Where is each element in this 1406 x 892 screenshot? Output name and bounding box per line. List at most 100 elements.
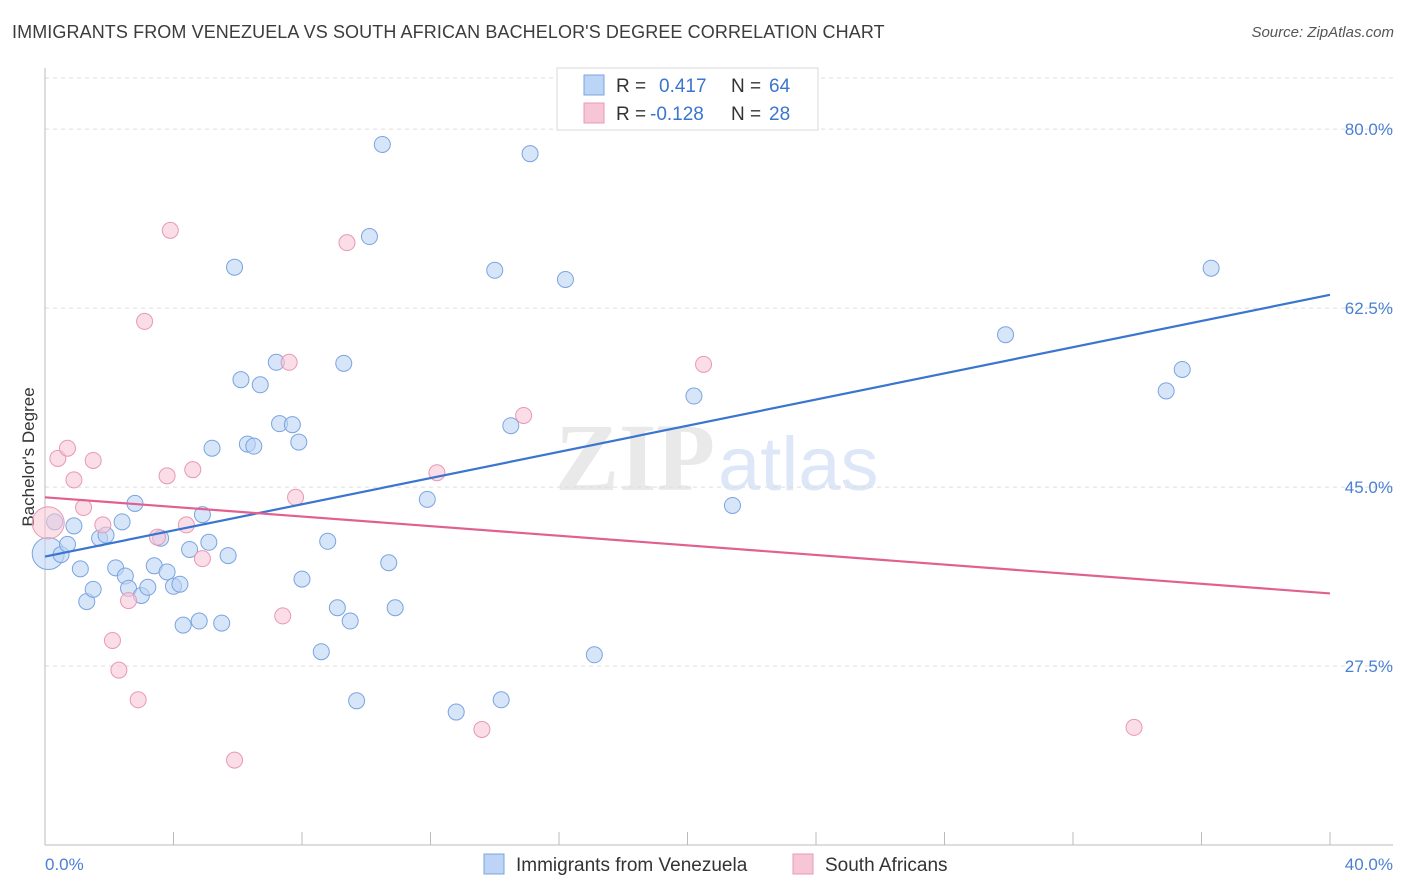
venezuela-point <box>193 506 211 524</box>
axes <box>44 68 1393 846</box>
y-tick-labels: 27.5% 45.0% 62.5% 80.0% <box>1345 120 1393 676</box>
south-africans-point <box>193 550 211 568</box>
venezuela-point <box>328 599 346 617</box>
south-africans-point <box>1125 718 1143 736</box>
venezuela-point <box>219 547 237 565</box>
south-africans-point <box>184 461 202 479</box>
south-africans-point <box>287 488 305 506</box>
south-africans-point <box>515 406 533 424</box>
venezuela-point <box>226 258 244 276</box>
south-africans-point <box>65 471 83 489</box>
bottom-legend-label-venezuela: Immigrants from Venezuela <box>516 855 748 876</box>
venezuela-point <box>556 270 574 288</box>
trend-lines <box>44 293 1331 595</box>
south-africans-point <box>110 661 128 679</box>
y-tick-label: 45.0% <box>1345 478 1393 497</box>
legend-n-label-1: N = <box>731 76 761 97</box>
venezuela-point <box>65 517 83 535</box>
legend-r-value-1: 0.417 <box>659 76 707 97</box>
venezuela-point <box>1202 259 1220 277</box>
venezuela-trend-line <box>44 293 1331 558</box>
south-africans-point <box>84 451 102 469</box>
venezuela-point <box>380 554 398 572</box>
venezuela-point <box>502 417 520 435</box>
legend-n-value-1: 64 <box>769 76 791 97</box>
y-tick-label: 27.5% <box>1345 657 1393 676</box>
south-africans-point <box>120 592 138 610</box>
bottom-legend-swatch-venezuela <box>483 853 505 875</box>
south-africans-point <box>136 312 154 330</box>
venezuela-point <box>373 135 391 153</box>
venezuela-point <box>319 532 337 550</box>
watermark-atlas: atlas <box>718 422 879 507</box>
venezuela-point <box>174 616 192 634</box>
venezuela-point <box>181 540 199 558</box>
south-africans-point <box>695 355 713 373</box>
venezuela-point <box>213 614 231 632</box>
venezuela-point <box>685 387 703 405</box>
legend-n-label-2: N = <box>731 104 761 125</box>
south-africans-point <box>473 720 491 738</box>
south-africans-trend-line <box>44 496 1331 595</box>
venezuela-point <box>348 692 366 710</box>
y-tick-label: 62.5% <box>1345 299 1393 318</box>
venezuela-point <box>283 416 301 434</box>
legend-r-value-2: -0.128 <box>650 104 704 125</box>
legend-swatch-pink <box>583 102 605 124</box>
venezuela-point <box>312 643 330 661</box>
venezuela-point <box>997 326 1015 344</box>
series-legend: Immigrants from Venezuela South Africans <box>483 853 948 876</box>
south-africans-point <box>58 439 76 457</box>
venezuela-point <box>521 145 539 163</box>
venezuela-point <box>447 703 465 721</box>
south-africans-point <box>94 516 112 534</box>
bottom-legend-label-south-africans: South Africans <box>825 855 948 876</box>
y-tick-label: 80.0% <box>1345 120 1393 139</box>
south-africans-point <box>161 221 179 239</box>
venezuela-point <box>290 433 308 451</box>
legend-swatch-blue <box>583 74 605 96</box>
venezuela-point <box>251 376 269 394</box>
legend-r-label-1: R = <box>616 76 646 97</box>
south-africans-point <box>177 516 195 534</box>
south-africans-point <box>129 691 147 709</box>
venezuela-point <box>190 612 208 630</box>
venezuela-point <box>386 599 404 617</box>
series-south-africans-points <box>31 221 1143 769</box>
watermark: ZIP atlas <box>555 404 879 511</box>
south-africans-point <box>75 499 93 517</box>
venezuela-point <box>335 354 353 372</box>
correlation-legend: R = 0.417 N = 64 R = -0.128 N = 28 <box>556 67 819 131</box>
x-tick-labels: 0.0% 40.0% <box>45 855 1393 874</box>
bottom-legend-swatch-south-africans <box>792 853 814 875</box>
venezuela-point <box>232 371 250 389</box>
venezuela-point <box>84 580 102 598</box>
venezuela-point <box>360 228 378 246</box>
venezuela-point <box>139 578 157 596</box>
south-africans-point <box>274 607 292 625</box>
venezuela-point <box>723 496 741 514</box>
venezuela-point <box>585 646 603 664</box>
venezuela-point <box>158 563 176 581</box>
legend-r-label-2: R = <box>616 104 646 125</box>
venezuela-point <box>486 261 504 279</box>
source-label: Source: ZipAtlas.com <box>1251 24 1394 41</box>
gridlines <box>45 77 1393 667</box>
venezuela-point <box>1173 360 1191 378</box>
venezuela-point <box>492 691 510 709</box>
venezuela-point <box>245 437 263 455</box>
watermark-zip: ZIP <box>555 404 715 511</box>
venezuela-point <box>200 533 218 551</box>
x-tick-label-max: 40.0% <box>1345 855 1393 874</box>
south-africans-point <box>338 234 356 252</box>
south-africans-point <box>158 467 176 485</box>
venezuela-point <box>171 575 189 593</box>
south-africans-point <box>103 631 121 649</box>
x-tick-label-min: 0.0% <box>45 855 84 874</box>
venezuela-point <box>71 560 89 578</box>
south-africans-point <box>280 353 298 371</box>
y-axis-label: Bachelor's Degree <box>19 387 38 526</box>
legend-n-value-2: 28 <box>769 104 790 125</box>
south-africans-point <box>226 751 244 769</box>
